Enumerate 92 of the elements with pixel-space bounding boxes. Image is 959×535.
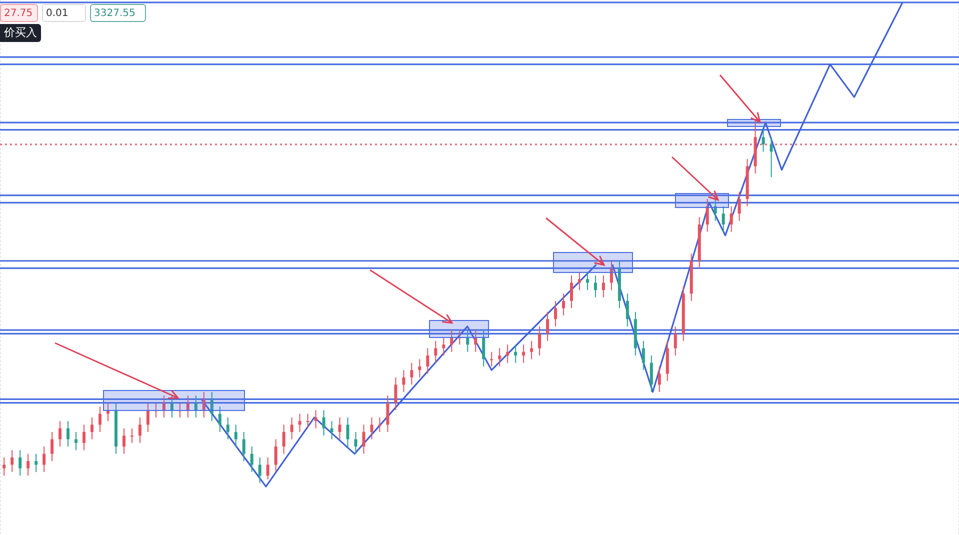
candlestick (418, 358, 422, 378)
candlestick (714, 198, 717, 222)
candlestick (162, 395, 166, 418)
candlestick (210, 391, 214, 422)
candlestick (730, 206, 733, 232)
candlestick (178, 402, 182, 418)
candlestick (282, 424, 286, 454)
candlestick (18, 450, 22, 476)
text: 价买入 (0, 24, 41, 42)
candlestick (490, 351, 494, 367)
candlestick (218, 406, 222, 432)
candlestick (394, 376, 398, 411)
candlestick (594, 274, 597, 298)
candlestick (602, 274, 605, 298)
candlestick (290, 416, 294, 440)
candlestick (514, 344, 518, 364)
candlestick (266, 456, 270, 480)
candlestick (314, 410, 318, 429)
candlestick (450, 330, 454, 352)
candlestick (346, 416, 350, 448)
candlestick (138, 416, 142, 444)
candlestick (34, 453, 38, 473)
candlestick (42, 446, 46, 473)
candlestick (10, 450, 14, 473)
candlestick (770, 136, 773, 178)
candlestick (506, 344, 510, 364)
candlestick (706, 198, 709, 232)
text: 0.01 (42, 4, 86, 22)
candlestick (642, 340, 645, 371)
candlestick (2, 456, 6, 476)
text: 27.75 (0, 4, 38, 22)
candlestick (586, 271, 589, 291)
candlestick (322, 410, 326, 436)
candlestick (674, 326, 677, 356)
candlestick (402, 370, 406, 392)
candlestick (426, 348, 430, 374)
candlestick (274, 438, 278, 473)
candlestick (66, 420, 70, 448)
candlestick (458, 330, 462, 346)
candlestick (330, 420, 334, 440)
candlestick (234, 424, 238, 448)
candlestick (146, 402, 150, 432)
text: 3327.55 (90, 4, 146, 22)
candlestick (570, 274, 574, 309)
candlestick (410, 362, 414, 386)
candlestick (74, 431, 78, 451)
candlestick (154, 402, 158, 418)
candlestick (722, 206, 725, 232)
candlestick (562, 293, 566, 316)
candlestick (258, 456, 262, 484)
candlestick (130, 428, 134, 444)
candlestick (738, 191, 741, 222)
candlestick (554, 300, 558, 327)
candlestick (122, 428, 126, 454)
candlestick (650, 355, 653, 392)
candlestick (242, 431, 246, 462)
candlestick (58, 420, 62, 448)
candlestick (378, 416, 382, 432)
candlestick (626, 293, 629, 327)
candlestick (50, 431, 54, 462)
candlestick (106, 402, 110, 422)
candlestick (82, 424, 86, 451)
candlestick (194, 395, 198, 418)
candlestick (546, 311, 550, 342)
candlestick (482, 330, 486, 367)
candlestick (610, 260, 613, 291)
candlestick (442, 336, 446, 356)
candlestick (26, 453, 30, 476)
candlestick (170, 395, 174, 418)
candlestick (186, 395, 190, 418)
candlestick (90, 416, 94, 440)
candlestick (338, 416, 342, 440)
candlestick (578, 271, 581, 291)
candlestick (474, 330, 478, 352)
candlestick (538, 326, 542, 356)
candlestick (466, 330, 470, 352)
candlestick (306, 413, 310, 429)
candlestick (530, 340, 534, 360)
candlestick (298, 413, 302, 432)
candlestick (658, 366, 661, 392)
candlestick (98, 406, 102, 432)
candlestick (762, 129, 765, 152)
candlestick (434, 340, 438, 364)
candlestick (362, 424, 366, 454)
candlestick (522, 344, 526, 364)
candlestick (250, 446, 254, 473)
candlestick (226, 416, 230, 440)
candlestick (386, 395, 390, 432)
candlestick (354, 431, 358, 454)
candlestick (498, 348, 502, 367)
candlestick (370, 416, 374, 440)
candlestick (202, 391, 206, 418)
